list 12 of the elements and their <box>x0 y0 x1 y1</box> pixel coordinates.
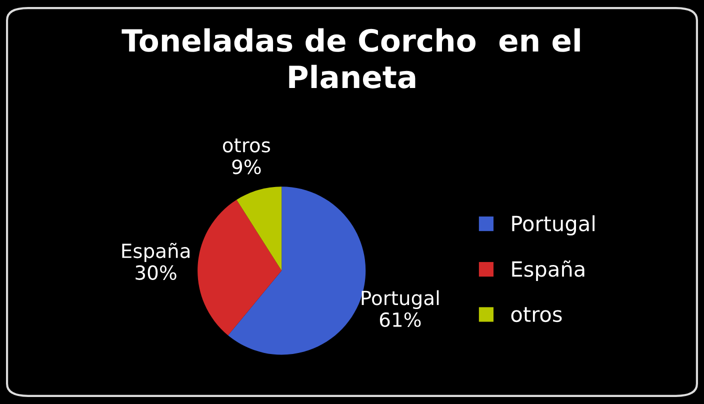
legend-label: otros <box>511 307 562 322</box>
pie-slice <box>198 200 282 336</box>
legend-label: España <box>512 260 584 281</box>
data-label: 9% <box>232 160 261 174</box>
pie-slice <box>236 186 282 271</box>
chart-title: Toneladas de Corcho en el Planeta <box>122 28 580 88</box>
data-label: 30% <box>136 265 176 280</box>
data-label: 61% <box>380 312 421 328</box>
slice-label: otros <box>222 138 270 152</box>
slice-label: España <box>122 242 190 262</box>
slice-label: Portugal <box>362 290 439 310</box>
legend-label: Portugal <box>512 215 594 236</box>
